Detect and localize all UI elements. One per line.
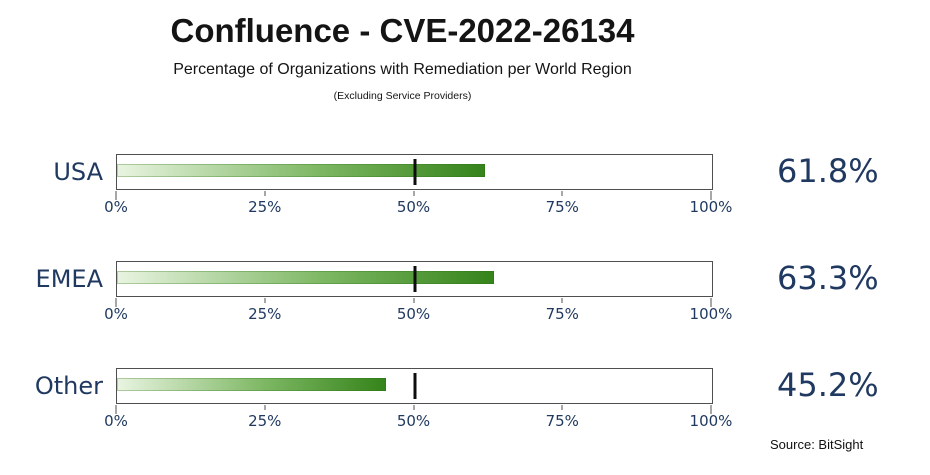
bar-track bbox=[116, 368, 713, 404]
axis-tick bbox=[413, 191, 414, 196]
chart-row: USA 0% 25% 50% 75% 100% 61.8% bbox=[0, 150, 930, 222]
x-axis: 0% 25% 50% 75% 100% bbox=[104, 191, 732, 221]
value-label: 61.8% bbox=[777, 152, 879, 190]
chart-row: Other 0% 25% 50% 75% 100% 45.2% bbox=[0, 364, 930, 436]
axis-tick bbox=[710, 405, 712, 414]
bar-fill bbox=[117, 378, 386, 391]
x-axis: 0% 25% 50% 75% 100% bbox=[104, 298, 732, 328]
value-label: 63.3% bbox=[777, 259, 879, 297]
row-label: USA bbox=[53, 158, 103, 186]
row-label: Other bbox=[34, 372, 103, 400]
row-label: EMEA bbox=[35, 265, 103, 293]
axis-tick-label: 50% bbox=[396, 412, 431, 430]
axis-tick bbox=[561, 405, 563, 410]
axis-tick bbox=[264, 405, 266, 410]
x-axis: 0% 25% 50% 75% 100% bbox=[104, 405, 732, 435]
bar-fill bbox=[117, 164, 485, 177]
axis-tick-label: 0% bbox=[104, 305, 128, 323]
axis-tick bbox=[264, 191, 266, 196]
chart-subtitle: Percentage of Organizations with Remedia… bbox=[173, 61, 632, 78]
chart-note: (Excluding Service Providers) bbox=[333, 90, 472, 102]
axis-tick bbox=[710, 298, 712, 307]
axis-tick-label: 75% bbox=[545, 305, 579, 323]
reference-line-50pct bbox=[413, 266, 416, 292]
chart-row: EMEA 0% 25% 50% 75% 100% 63.3% bbox=[0, 257, 930, 329]
axis-tick-label: 100% bbox=[689, 305, 733, 323]
reference-line-50pct bbox=[413, 159, 416, 185]
axis-tick-label: 0% bbox=[104, 198, 128, 216]
axis-tick bbox=[561, 191, 563, 196]
axis-tick-label: 25% bbox=[248, 305, 282, 323]
axis-tick-label: 50% bbox=[396, 198, 431, 216]
axis-tick-label: 75% bbox=[545, 412, 579, 430]
bar-track bbox=[116, 261, 713, 297]
source-credit: Source: BitSight bbox=[770, 437, 864, 452]
axis-tick bbox=[264, 298, 266, 303]
axis-tick-label: 100% bbox=[689, 198, 733, 216]
value-label: 45.2% bbox=[777, 366, 879, 404]
bar-fill bbox=[117, 271, 494, 284]
axis-tick bbox=[115, 191, 117, 200]
axis-tick-label: 100% bbox=[689, 412, 733, 430]
axis-tick-label: 0% bbox=[104, 412, 128, 430]
axis-tick-label: 50% bbox=[396, 305, 431, 323]
axis-tick-label: 25% bbox=[248, 412, 282, 430]
axis-tick bbox=[561, 298, 563, 303]
axis-tick-label: 25% bbox=[248, 198, 282, 216]
axis-tick-label: 75% bbox=[545, 198, 579, 216]
axis-tick bbox=[413, 405, 414, 410]
bar-track bbox=[116, 154, 713, 190]
axis-tick bbox=[115, 405, 117, 414]
chart-title: Confluence - CVE-2022-26134 bbox=[170, 12, 635, 49]
axis-tick bbox=[413, 298, 414, 303]
axis-tick bbox=[115, 298, 117, 307]
axis-tick bbox=[710, 191, 712, 200]
reference-line-50pct bbox=[413, 373, 416, 399]
